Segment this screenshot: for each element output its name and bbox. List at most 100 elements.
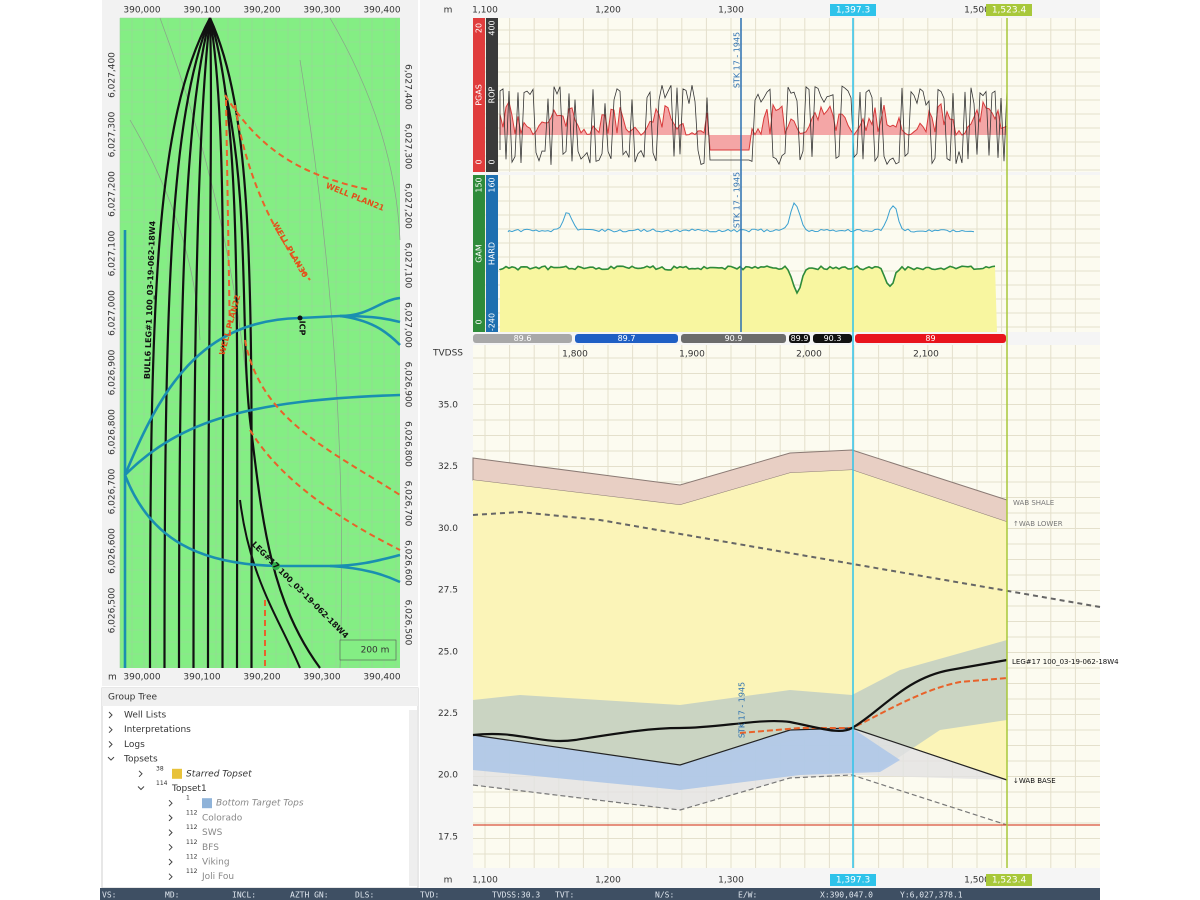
track-1: [473, 18, 1100, 172]
well-trajectory: [208, 17, 253, 669]
map-y-label: 6,027,200: [108, 171, 118, 217]
status-field: N/S:: [655, 891, 674, 900]
track-min: -240: [488, 313, 497, 331]
map-x-label: 390,200: [243, 673, 280, 683]
well-trajectory: [208, 17, 225, 669]
expander-icon: [107, 756, 115, 761]
tree-item: Logs: [124, 740, 145, 750]
map-y-label: 6,027,100: [108, 230, 118, 276]
end-badge: [986, 4, 1032, 16]
status-field: MD:: [165, 891, 179, 900]
dip-label: 89.9: [791, 334, 809, 343]
end-md: 1,523.4: [992, 6, 1027, 16]
track-name: ROP: [488, 86, 497, 103]
well-trajectory: [163, 17, 212, 669]
track-header: [473, 175, 485, 332]
dip-segment: [789, 334, 810, 343]
expander-icon: [168, 858, 173, 866]
expander-icon: [168, 829, 173, 836]
end-md: 1,523.4: [992, 876, 1027, 886]
vs-label: 2,100: [913, 350, 939, 360]
expander-icon: [168, 799, 173, 807]
tops-icon: [202, 798, 212, 809]
dip-segment: [813, 334, 852, 343]
track-max: 400: [488, 20, 497, 35]
item-count: 1: [186, 795, 190, 802]
tree-item: SWS: [202, 828, 223, 838]
tree-item: Topsets: [123, 755, 158, 765]
md-unit: m: [444, 876, 453, 886]
map-y-label: 6,026,800: [403, 421, 413, 467]
map-x-label: 390,400: [363, 6, 400, 16]
tree-item: Joli Fou: [201, 872, 234, 882]
item-count: 112: [186, 854, 198, 861]
tvdss-label: 25.0: [438, 647, 458, 657]
md-label: 1,100: [472, 876, 498, 886]
cursor-badge: [830, 4, 876, 16]
item-count: 112: [186, 839, 198, 846]
tree-item: Colorado: [202, 813, 243, 823]
scale-bar-bg: [339, 639, 397, 661]
icp-node: [297, 315, 303, 321]
map-x-label: 390,100: [183, 673, 220, 683]
track-max: 20: [475, 23, 484, 33]
stk-label: STK 17 - 1945: [733, 32, 742, 88]
item-count: 112: [186, 809, 198, 816]
blue-zone: [473, 728, 900, 790]
md-label: 1,500: [964, 6, 990, 16]
stk-label: STK 17 - 1945: [738, 682, 747, 738]
map-y-label: 6,026,700: [403, 481, 413, 527]
well-plan: [224, 94, 371, 191]
map-x-label: 390,300: [303, 673, 340, 683]
tree-item: Viking: [202, 858, 230, 868]
status-field: TVDSS:30.3: [492, 891, 540, 900]
track-max: 160: [488, 177, 497, 192]
panel-title: Group Tree: [108, 693, 157, 703]
status-field: VS:: [102, 891, 116, 900]
tree-item: Interpretations: [124, 725, 191, 735]
map-y-label: 6,027,000: [108, 290, 118, 336]
well-plan: [249, 429, 401, 551]
map-y-label: 6,027,300: [403, 124, 413, 170]
base-line: [472, 774, 1008, 826]
status-field: Y:6,027,378.1: [900, 891, 963, 900]
tree-item: Topset1: [171, 784, 207, 794]
dip-label: 89.6: [514, 334, 532, 343]
tvdss-label: 27.5: [438, 586, 458, 596]
lateral: [339, 314, 401, 324]
tvdss-label: 30.0: [438, 524, 458, 534]
map-y-label: 6,026,700: [108, 468, 118, 514]
map-y-label: 6,026,900: [403, 362, 413, 408]
status-field: DLS:: [355, 891, 374, 900]
pgas-fill: [500, 101, 1007, 150]
expander-icon: [108, 741, 113, 748]
map-y-label: 6,027,100: [403, 243, 413, 289]
map-y-label: 6,027,400: [108, 52, 118, 98]
scale-label: 200 m: [361, 646, 390, 656]
marker-line: [472, 510, 1101, 608]
well-path: [472, 658, 1008, 743]
contour: [329, 17, 401, 241]
group-tree-panel: [101, 687, 419, 889]
track-name: PGAS: [475, 84, 484, 106]
map-y-label: 6,026,500: [403, 600, 413, 646]
dip-label: 90.9: [725, 334, 743, 343]
track-min: 0: [475, 319, 484, 324]
status-field: TVD:: [420, 891, 439, 900]
item-count: 112: [186, 868, 198, 875]
tvdss-label: 20.0: [438, 771, 458, 781]
scrollbar[interactable]: [409, 710, 417, 886]
track-header: [486, 175, 498, 332]
status-field: INCL:: [232, 891, 256, 900]
pgas-curve: [499, 100, 1008, 151]
hard-curve: [507, 201, 975, 233]
expander-icon: [137, 786, 145, 791]
dip-segment: [855, 334, 1006, 343]
well-label: LEG#17 100_03-19-062-18W4: [1012, 658, 1119, 666]
dip-label: 89: [925, 334, 935, 343]
well-trajectory: [208, 17, 239, 669]
rop-curve: [499, 85, 1008, 166]
status-field: X:390,047.0: [820, 891, 873, 900]
dip-segment: [575, 334, 678, 343]
gam-fill: [500, 266, 997, 332]
